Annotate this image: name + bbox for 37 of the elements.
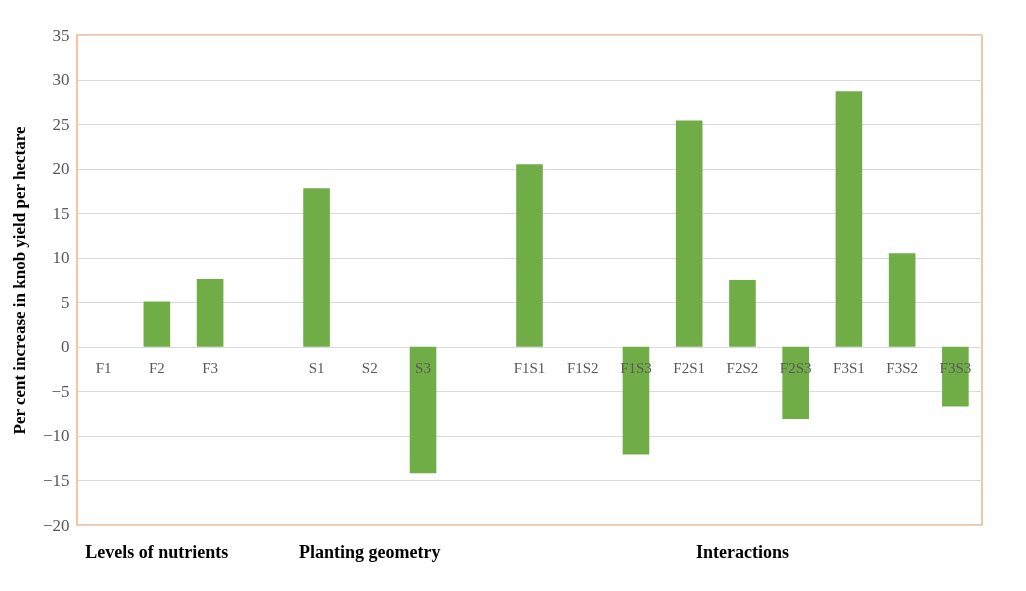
y-tick-label: −10 [42, 426, 70, 446]
bar [196, 279, 224, 347]
bar [729, 280, 756, 347]
bar [675, 120, 703, 347]
y-tick-label: 30 [52, 70, 70, 90]
x-tick-label: F2S1 [673, 359, 706, 376]
x-tick-label: S3 [415, 359, 431, 376]
x-tick-label: F3S1 [833, 359, 865, 376]
text: Levels of nutrients [85, 542, 229, 562]
x-tick-label: S1 [308, 359, 325, 376]
bar [835, 91, 863, 347]
x-tick-label: F3 [202, 359, 219, 376]
y-tick-label: 10 [52, 248, 70, 268]
x-tick-label: F1S1 [513, 359, 546, 376]
y-tick-label: −15 [42, 470, 70, 490]
bar [143, 301, 171, 347]
bar [409, 346, 437, 474]
x-tick-label: F3S2 [886, 359, 918, 376]
y-tick-label: −5 [51, 381, 70, 401]
bar [516, 164, 543, 347]
y-tick-label: −20 [42, 515, 70, 535]
y-tick-label: 35 [52, 25, 70, 45]
x-tick-label: F2S2 [726, 359, 759, 376]
y-tick-label: 20 [52, 159, 70, 179]
y-tick-label: 25 [52, 114, 70, 134]
y-axis-title: Per cent increase in knob yield per hectare [9, 126, 29, 435]
text: Interactions [695, 542, 789, 562]
x-tick-label: S2 [361, 359, 378, 376]
bar [303, 188, 330, 347]
y-tick-label: 5 [61, 292, 70, 312]
bar [888, 253, 916, 347]
y-tick-label: 0 [61, 337, 70, 357]
x-tick-label: F2 [148, 359, 165, 376]
x-tick-label: F1S2 [566, 359, 599, 376]
y-tick-label: 15 [52, 203, 70, 223]
x-tick-label: F1 [95, 359, 112, 376]
text: Planting geometry [299, 542, 441, 562]
